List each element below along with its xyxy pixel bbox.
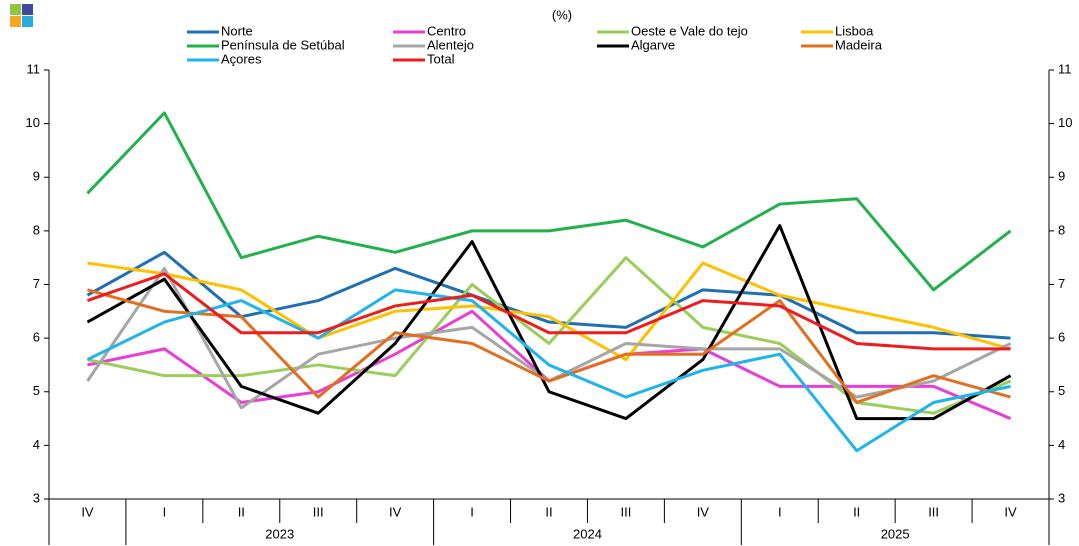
logo bbox=[10, 4, 33, 27]
legend-label: Algarve bbox=[631, 37, 675, 52]
x-tick-label: IV bbox=[1004, 504, 1017, 519]
x-tick-label: II bbox=[238, 504, 245, 519]
legend-label: Madeira bbox=[835, 37, 883, 52]
y2-tick-label: 5 bbox=[1058, 383, 1065, 398]
x-tick-label: I bbox=[778, 504, 782, 519]
legend-label: Oeste e Vale do tejo bbox=[631, 23, 748, 38]
x-tick-label: IV bbox=[697, 504, 710, 519]
year-label: 2025 bbox=[881, 526, 910, 541]
y2-tick-label: 4 bbox=[1058, 437, 1065, 452]
x-tick-label: II bbox=[545, 504, 552, 519]
x-tick-label: III bbox=[621, 504, 632, 519]
y-tick-label: 8 bbox=[33, 222, 40, 237]
y-tick-label: 3 bbox=[33, 490, 40, 505]
x-tick-label: I bbox=[470, 504, 474, 519]
y-tick-label: 6 bbox=[33, 330, 40, 345]
series-line bbox=[87, 261, 1011, 362]
y2-tick-label: 6 bbox=[1058, 330, 1065, 345]
year-label: 2023 bbox=[265, 526, 294, 541]
y2-tick-label: 8 bbox=[1058, 222, 1065, 237]
y2-tick-label: 10 bbox=[1058, 115, 1072, 130]
y-tick-label: 4 bbox=[33, 437, 40, 452]
y2-tick-label: 7 bbox=[1058, 276, 1065, 291]
x-tick-label: III bbox=[313, 504, 324, 519]
x-tick-label: I bbox=[163, 504, 167, 519]
x-tick-label: III bbox=[928, 504, 939, 519]
legend-label: Açores bbox=[221, 51, 262, 66]
series-line bbox=[87, 288, 1011, 404]
y-tick-label: 9 bbox=[33, 169, 40, 184]
series-line bbox=[86, 272, 1011, 351]
series-line bbox=[86, 224, 1012, 421]
y-tick-label: 11 bbox=[27, 61, 41, 76]
x-tick-label: IV bbox=[389, 504, 402, 519]
y-tick-label: 5 bbox=[33, 383, 40, 398]
year-label: 2024 bbox=[573, 526, 602, 541]
legend-label: Centro bbox=[427, 23, 466, 38]
x-tick-label: IV bbox=[81, 504, 94, 519]
legend-label: Lisboa bbox=[835, 23, 874, 38]
chart-subtitle: (%) bbox=[552, 7, 572, 22]
series-line bbox=[86, 288, 1011, 453]
y-tick-label: 10 bbox=[26, 115, 40, 130]
x-tick-label: II bbox=[853, 504, 860, 519]
legend-label: Total bbox=[427, 51, 455, 66]
y-tick-label: 7 bbox=[33, 276, 40, 291]
y2-tick-label: 3 bbox=[1058, 490, 1065, 505]
y2-tick-label: 11 bbox=[1058, 61, 1072, 76]
y2-tick-label: 9 bbox=[1058, 169, 1065, 184]
legend-label: Alentejo bbox=[427, 37, 474, 52]
legend-label: Península de Setúbal bbox=[221, 37, 345, 52]
legend-label: Norte bbox=[221, 23, 253, 38]
series-line bbox=[86, 111, 1012, 292]
series-line bbox=[86, 250, 1011, 340]
